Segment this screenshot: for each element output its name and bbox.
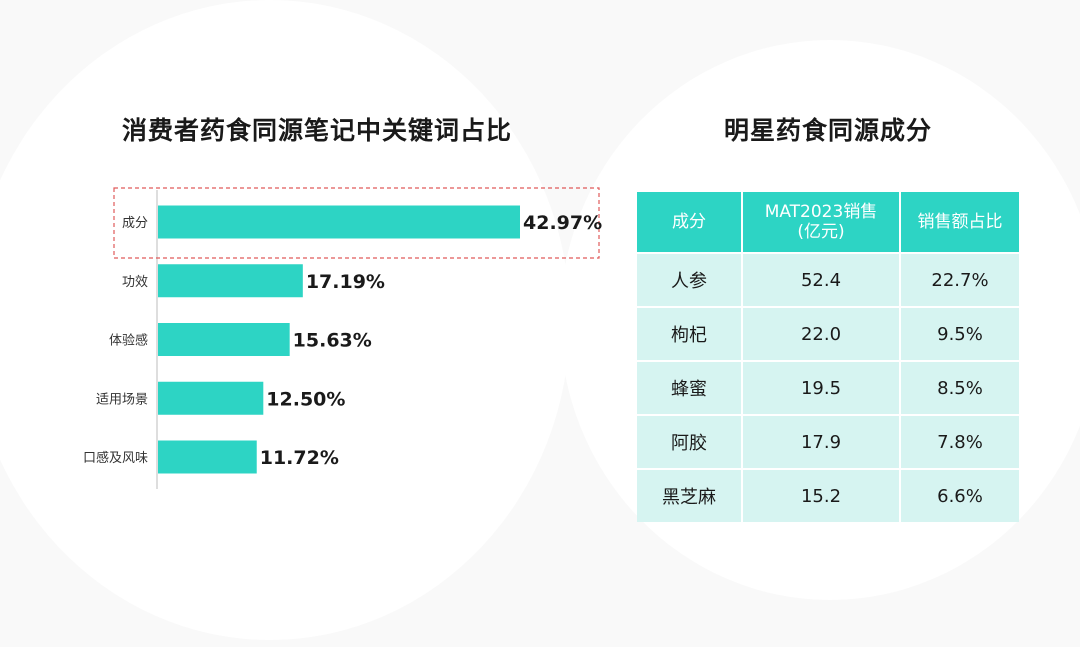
table-row: 蜂蜜 19.5 8.5% bbox=[637, 360, 1019, 415]
table-row: 枸杞 22.0 9.5% bbox=[637, 306, 1019, 361]
category-label: 成分 bbox=[122, 216, 148, 231]
table-cell: 17.9 bbox=[742, 414, 901, 469]
table-title: 明星药食同源成分 bbox=[724, 116, 933, 145]
bar bbox=[158, 381, 264, 415]
table-cell: 枸杞 bbox=[637, 306, 743, 361]
table-cell: 黑芝麻 bbox=[637, 468, 743, 522]
table-header-cell: MAT2023销售 (亿元) bbox=[742, 192, 901, 253]
bar bbox=[158, 440, 257, 474]
bar bbox=[158, 323, 290, 356]
table-header-cell: 销售额占比 bbox=[900, 192, 1019, 253]
bar bbox=[158, 205, 520, 239]
background-circle-left bbox=[0, 0, 570, 640]
table-row: 人参 52.4 22.7% bbox=[637, 252, 1019, 307]
table-cell: 9.5% bbox=[900, 306, 1019, 361]
table-cell: 8.5% bbox=[900, 360, 1019, 415]
table-cell: 52.4 bbox=[742, 252, 901, 307]
table-cell: 人参 bbox=[637, 252, 743, 307]
table-cell: 19.5 bbox=[742, 360, 901, 415]
table-cell: 22.0 bbox=[742, 306, 901, 361]
table-row: 阿胶 17.9 7.8% bbox=[637, 414, 1019, 469]
table-cell: 蜂蜜 bbox=[637, 360, 743, 415]
table-cell: 15.2 bbox=[742, 468, 901, 522]
category-label: 功效 bbox=[122, 275, 148, 290]
ingredient-sales-table: 成分 MAT2023销售 (亿元) 销售额占比 人参 52.4 22.7% 枸杞… bbox=[637, 192, 1019, 522]
table-cell: 阿胶 bbox=[637, 414, 743, 469]
bar bbox=[158, 264, 303, 298]
value-label: 12.50% bbox=[266, 388, 345, 410]
table-cell: 7.8% bbox=[900, 414, 1019, 469]
bar-chart: 成分 42.97% 功效 17.19% 体验感 15.63% 适用场景 12.50% 口感及风味… bbox=[83, 187, 602, 489]
table-header-row: 成分 MAT2023销售 (亿元) 销售额占比 bbox=[637, 192, 1019, 253]
category-label: 适用场景 bbox=[96, 392, 148, 407]
value-label: 11.72% bbox=[260, 447, 339, 469]
chart-title: 消费者药食同源笔记中关键词占比 bbox=[122, 116, 513, 145]
value-label: 42.97% bbox=[523, 212, 602, 234]
value-label: 17.19% bbox=[306, 271, 385, 293]
value-label: 15.63% bbox=[293, 330, 372, 352]
table-cell: 22.7% bbox=[900, 252, 1019, 307]
table-cell: 6.6% bbox=[900, 468, 1019, 522]
category-label: 口感及风味 bbox=[83, 450, 148, 466]
category-label: 体验感 bbox=[109, 333, 148, 349]
table-header-cell: 成分 bbox=[637, 192, 743, 253]
highlight-box bbox=[113, 187, 600, 259]
table-row: 黑芝麻 15.2 6.6% bbox=[637, 468, 1019, 522]
